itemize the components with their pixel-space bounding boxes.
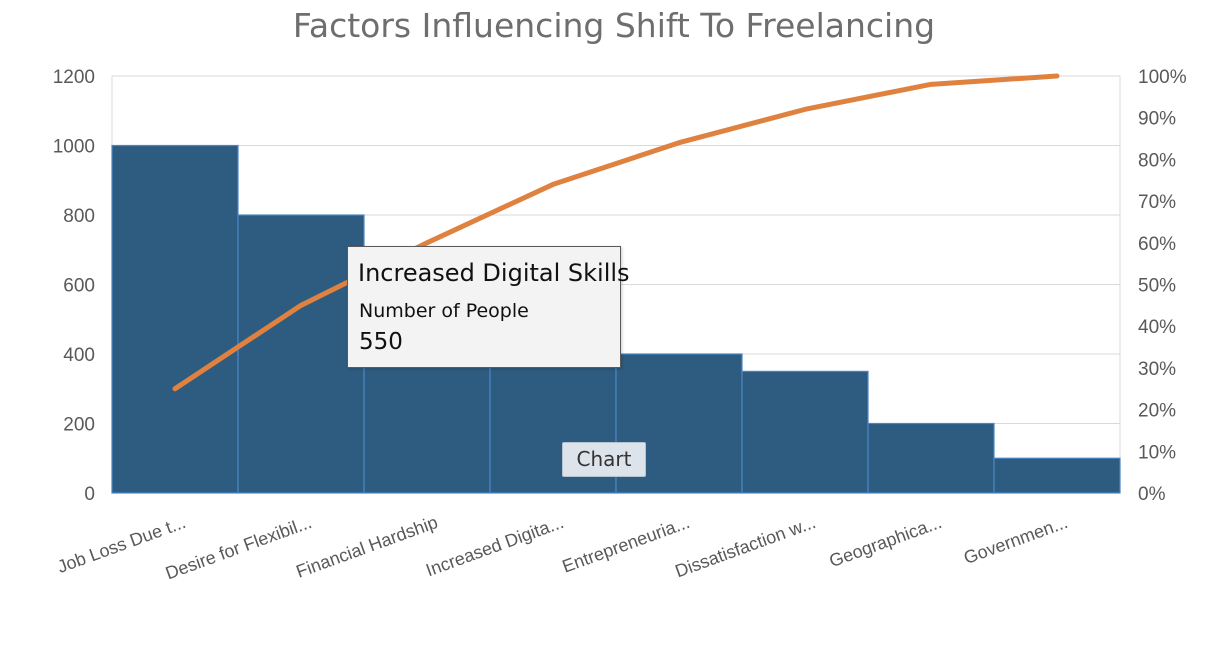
chart-element-badge[interactable]: Chart	[562, 442, 646, 477]
y-tick-label: 1200	[53, 67, 95, 88]
x-tick-label: Governmen...	[961, 512, 1070, 568]
y-tick-label: 1000	[53, 137, 95, 158]
y-tick-label: 400	[63, 345, 95, 366]
y2-tick-label: 50%	[1138, 276, 1176, 297]
y-tick-label: 800	[63, 206, 95, 227]
y-axis-ticks: 0 200 400 600 800 1000 1200	[53, 67, 95, 505]
y-tick-label: 0	[84, 484, 95, 505]
y2-tick-label: 30%	[1138, 359, 1176, 380]
y-tick-label: 200	[63, 415, 95, 436]
y2-axis-ticks: 0% 10% 20% 30% 40% 50% 60% 70% 80% 90% 100%	[1138, 67, 1187, 505]
y2-tick-label: 40%	[1138, 317, 1176, 338]
bar[interactable]	[741, 370, 869, 494]
cumulative-line-series[interactable]	[172, 73, 1060, 392]
cumulative-line	[172, 73, 1060, 392]
x-axis-ticks: Job Loss Due t...Desire for Flexibil...F…	[55, 512, 1071, 583]
y2-tick-label: 80%	[1138, 150, 1176, 171]
y2-tick-label: 70%	[1138, 192, 1176, 213]
tooltip-series-name: Number of People	[359, 300, 529, 322]
x-tick-label: Increased Digita...	[423, 512, 566, 580]
x-tick-label: Desire for Flexibil...	[163, 512, 315, 583]
y2-tick-label: 20%	[1138, 401, 1176, 422]
y2-tick-label: 60%	[1138, 234, 1176, 255]
y2-tick-label: 10%	[1138, 442, 1176, 463]
data-tooltip: Increased Digital Skills Number of Peopl…	[347, 246, 630, 368]
y-tick-label: 600	[63, 276, 95, 297]
y2-tick-label: 100%	[1138, 67, 1187, 88]
bar[interactable]	[111, 144, 239, 494]
x-tick-label: Dissatisfaction w...	[672, 512, 818, 581]
x-tick-label: Geographica...	[827, 512, 945, 571]
bar[interactable]	[993, 457, 1121, 494]
chart-title: Factors Influencing Shift To Freelancing	[292, 6, 936, 45]
bar[interactable]	[237, 214, 365, 494]
y2-tick-label: 0%	[1138, 484, 1166, 505]
x-tick-label: Financial Hardship	[293, 512, 440, 582]
bar[interactable]	[867, 422, 995, 494]
x-tick-label: Entrepreneuria...	[560, 512, 693, 577]
y2-tick-label: 90%	[1138, 109, 1176, 130]
tooltip-title: Increased Digital Skills	[358, 259, 630, 287]
tooltip-value: 550	[359, 329, 403, 355]
